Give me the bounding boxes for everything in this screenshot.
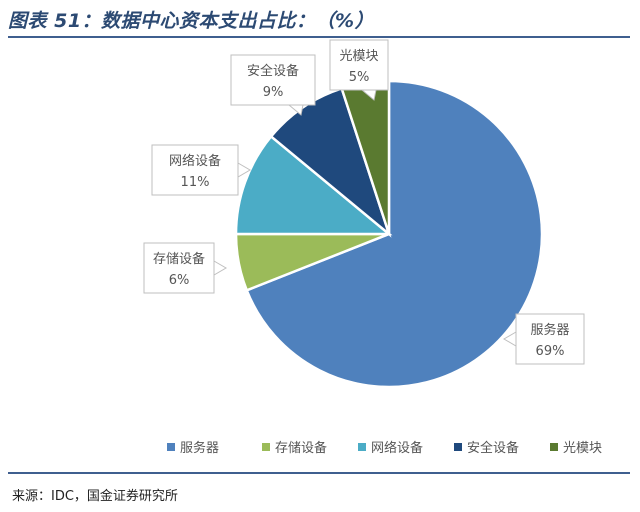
callout-box: [151, 144, 239, 196]
slice-value-label: 9%: [263, 85, 284, 100]
source-note: 来源：IDC，国金证券研究所: [12, 489, 178, 504]
slice-value-label: 11%: [181, 175, 210, 190]
legend-label: 服务器: [180, 440, 219, 456]
pie-slice-1: [245, 79, 544, 389]
legend-item-5: 光模块: [550, 441, 602, 456]
legend-swatch: [167, 443, 175, 451]
slice-value-label: 69%: [536, 344, 565, 359]
slice-callout-1: 服务器 69%: [503, 313, 585, 365]
legend-label: 存储设备: [275, 440, 327, 456]
slice-callout-4: 安全设备 9%: [230, 54, 316, 116]
slice-callout-3: 网络设备 11%: [151, 144, 251, 196]
callout-box: [230, 54, 316, 106]
legend-swatch: [358, 443, 366, 451]
title-rule: [8, 36, 630, 38]
legend-item-1: 服务器: [167, 440, 219, 456]
pie-callouts: 服务器 69% 存储设备 6% 网络设备 11% 安全设备 9% 光模块 5%: [143, 39, 585, 365]
footer-rule: [8, 472, 630, 474]
slice-category-label: 存储设备: [153, 251, 205, 267]
legend-label: 光模块: [563, 441, 602, 456]
slice-value-label: 6%: [169, 273, 190, 288]
slice-category-label: 服务器: [530, 322, 569, 338]
callout-box: [515, 313, 585, 365]
slice-callout-5: 光模块 5%: [329, 39, 389, 101]
legend-swatch: [454, 443, 462, 451]
chart-title: 图表 51：数据中心资本支出占比：（%）: [8, 10, 375, 32]
legend-item-2: 存储设备: [262, 440, 327, 456]
callout-box: [143, 242, 215, 294]
slice-category-label: 光模块: [339, 49, 378, 64]
slice-value-label: 5%: [349, 70, 370, 85]
callout-box: [329, 39, 389, 91]
slice-category-label: 安全设备: [247, 63, 299, 79]
chart-legend: 服务器 存储设备 网络设备 安全设备 光模块: [167, 440, 602, 456]
pie-slice-3: [234, 134, 393, 236]
legend-swatch: [550, 443, 558, 451]
legend-swatch: [262, 443, 270, 451]
slice-callout-2: 存储设备 6%: [143, 242, 227, 294]
pie-slices: [234, 79, 544, 389]
legend-item-3: 网络设备: [358, 440, 423, 456]
legend-label: 网络设备: [371, 440, 423, 456]
legend-item-4: 安全设备: [454, 440, 519, 456]
legend-label: 安全设备: [467, 440, 519, 456]
slice-category-label: 网络设备: [169, 153, 221, 169]
